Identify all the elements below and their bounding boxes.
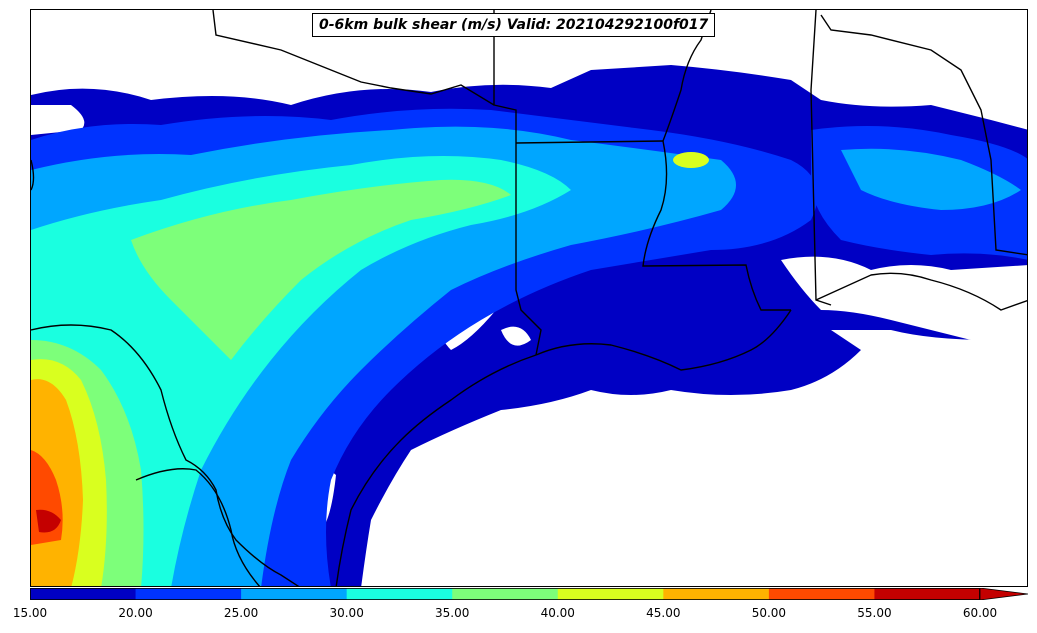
- colorbar-tick-label: 40.00: [540, 606, 575, 620]
- colorbar-segment: [346, 588, 453, 600]
- colorbar-tick-label: 50.00: [751, 606, 787, 620]
- map-title: 0-6km bulk shear (m/s) Valid: 2021042921…: [312, 13, 716, 37]
- colorbar-segment: [663, 588, 770, 600]
- colorbar-segment: [241, 588, 348, 600]
- contour-band-55-60: [36, 509, 61, 533]
- colorbar-tick-label: 20.00: [118, 606, 153, 620]
- colorbar-tick-label: 60.00: [962, 606, 998, 620]
- colorbar: [30, 588, 1028, 600]
- contour-band-35-40: [131, 179, 511, 360]
- map-panel: [30, 9, 1028, 587]
- contour-band-25-30-east: [841, 148, 1021, 210]
- shear-map: [31, 10, 1027, 586]
- colorbar-segment: [768, 588, 875, 600]
- colorbar-segment: [30, 588, 137, 600]
- colorbar-tick-label: 35.00: [435, 606, 470, 620]
- colorbar-outline: [30, 588, 980, 600]
- boundaries: [31, 10, 1027, 586]
- colorbar-tick-label: 15.00: [12, 606, 48, 620]
- colorbar-segment: [874, 588, 981, 600]
- colorbar-segment: [557, 588, 664, 600]
- shear-max-spot: [673, 152, 709, 168]
- colorbar-tick-label: 45.00: [646, 606, 681, 620]
- colorbar-tick-label: 30.00: [329, 606, 364, 620]
- colorbar-tick-label: 25.00: [223, 606, 259, 620]
- colorbar-tick-label: 55.00: [857, 606, 892, 620]
- colorbar-segment: [135, 588, 242, 600]
- colorbar-extend-arrow: [979, 588, 1028, 600]
- contour-bands: [31, 108, 1027, 586]
- colorbar-segment: [452, 588, 559, 600]
